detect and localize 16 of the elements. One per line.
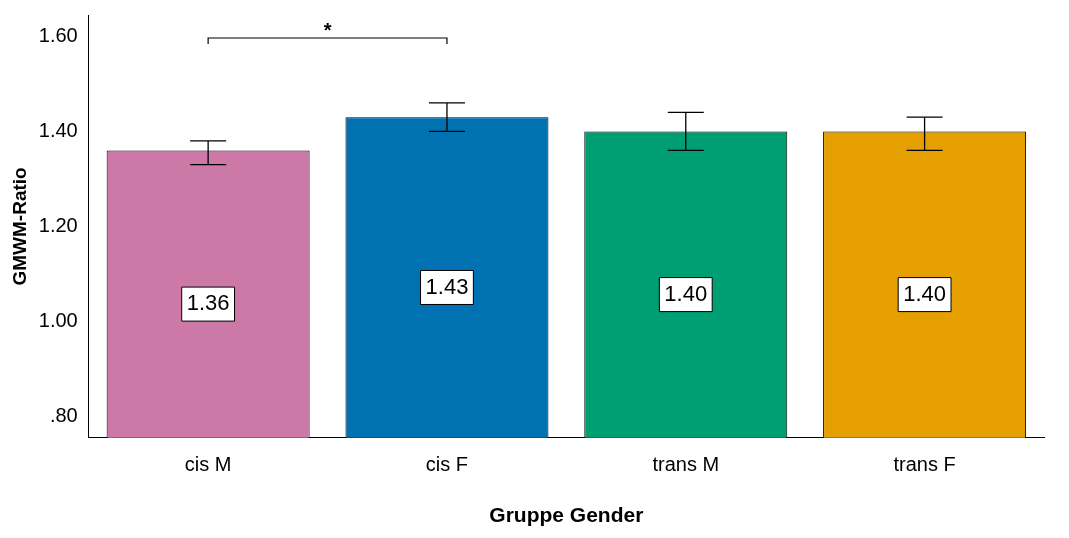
x-axis-title: Gruppe Gender <box>489 503 644 527</box>
y-tick-label: 1.20 <box>38 213 78 236</box>
y-tick-label: 1.40 <box>38 118 78 141</box>
y-tick-label: .80 <box>49 403 78 426</box>
x-tick-label: trans M <box>652 453 720 476</box>
x-tick-label: cis F <box>425 453 469 476</box>
data-label: 1.40 <box>664 280 708 306</box>
annotation: * <box>323 19 332 41</box>
data-label: 1.43 <box>425 273 469 299</box>
data-label: 1.36 <box>186 290 230 316</box>
x-tick-label: trans F <box>893 453 956 476</box>
y-tick-label: 1.00 <box>38 308 78 331</box>
x-tick-label: cis M <box>184 453 232 476</box>
data-label: 1.40 <box>903 280 946 306</box>
y-tick-label: 1.60 <box>38 23 78 46</box>
y-axis-title: GMWM-Ratio <box>8 167 30 286</box>
